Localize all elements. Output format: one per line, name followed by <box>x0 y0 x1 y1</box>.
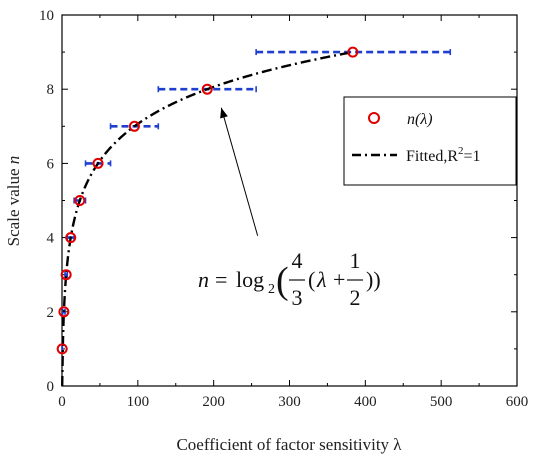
data-point-marker <box>60 269 72 281</box>
y-tick-label: 0 <box>47 379 55 395</box>
formula-plus: + <box>333 267 345 292</box>
legend-label-fitted-main: Fitted,R <box>406 148 458 165</box>
data-point-marker <box>347 46 359 58</box>
data-point-marker <box>65 232 77 244</box>
formula-close-parens: )) <box>366 267 381 292</box>
y-axis-title-var: n <box>4 156 23 165</box>
formula-inner-open: ( <box>308 267 315 292</box>
plot-layer: 0 100 200 300 400 500 600 0 2 4 6 8 10 <box>39 8 528 410</box>
legend-label-fitted-tail: =1 <box>464 148 481 165</box>
y-tick-label: 8 <box>47 82 55 98</box>
plot-frame <box>61 14 518 387</box>
legend-frame <box>343 96 517 186</box>
y-axis-title-main: Scale value <box>4 164 23 246</box>
data-point-marker <box>58 306 70 318</box>
data-point-marker <box>92 157 104 169</box>
x-tick-label: 400 <box>354 394 377 410</box>
formula-frac2-num: 1 <box>350 248 361 273</box>
formula-frac1-num: 4 <box>292 248 303 273</box>
formula-lhs: n <box>198 267 209 292</box>
y-tick-label: 10 <box>39 8 54 24</box>
fitted-curve <box>60 50 354 387</box>
data-point-marker <box>56 343 68 355</box>
formula-frac2-den: 2 <box>350 285 361 310</box>
x-tick-label: 0 <box>58 394 66 410</box>
legend-marker-circle-icon <box>368 112 380 124</box>
legend: n(λ) Fitted,R2=1 <box>343 96 517 186</box>
data-point-marker <box>128 120 140 132</box>
y-tick-label: 6 <box>47 156 55 172</box>
formula-lambda: λ <box>316 267 327 292</box>
annotation-arrow-line <box>220 107 259 236</box>
x-tick-label: 600 <box>506 394 529 410</box>
formula-equals: = <box>215 267 227 292</box>
data-point-marker <box>74 195 86 206</box>
y-tick-label: 2 <box>47 305 55 321</box>
formula-open-paren: ( <box>276 260 289 302</box>
legend-label-fitted: Fitted,R2=1 <box>406 145 481 165</box>
legend-label-n-lambda: n(λ) <box>407 111 433 128</box>
y-tick-label: 4 <box>47 231 55 247</box>
x-tick-label: 500 <box>430 394 453 410</box>
formula-log-base: 2 <box>268 282 275 297</box>
y-axis-title: Scale value n <box>4 156 23 247</box>
annotation-arrow-head <box>220 107 228 119</box>
x-tick-label: 300 <box>278 394 301 410</box>
legend-label-fitted-sup: 2 <box>458 145 464 157</box>
data-point-marker <box>201 83 213 95</box>
x-tick-label: 100 <box>127 394 150 410</box>
formula-log: log <box>236 267 264 292</box>
formula-frac1-den: 3 <box>292 285 303 310</box>
x-tick-label: 200 <box>202 394 225 410</box>
formula-annotation: n = log 2 ( 4 3 ( λ + 1 2 )) <box>198 248 381 310</box>
x-axis-title: Coefficient of factor sensitivity λ <box>176 435 402 454</box>
